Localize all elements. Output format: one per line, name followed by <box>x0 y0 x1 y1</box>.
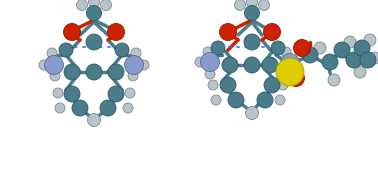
Circle shape <box>108 64 124 80</box>
Circle shape <box>59 43 73 57</box>
Circle shape <box>45 56 64 74</box>
Circle shape <box>275 95 285 105</box>
Circle shape <box>262 57 278 73</box>
Circle shape <box>86 64 102 80</box>
Circle shape <box>107 23 124 41</box>
Circle shape <box>334 42 350 58</box>
Circle shape <box>263 23 280 41</box>
Circle shape <box>276 58 304 86</box>
Circle shape <box>222 57 238 73</box>
Circle shape <box>364 34 376 46</box>
Circle shape <box>101 0 112 10</box>
Circle shape <box>245 106 259 120</box>
Circle shape <box>76 0 87 10</box>
Circle shape <box>293 39 310 57</box>
Circle shape <box>259 0 270 10</box>
Circle shape <box>264 77 280 93</box>
Circle shape <box>322 54 338 70</box>
Circle shape <box>281 47 291 57</box>
Circle shape <box>245 6 260 21</box>
Circle shape <box>86 34 102 50</box>
Circle shape <box>115 43 129 57</box>
Circle shape <box>302 47 318 63</box>
Circle shape <box>369 52 378 64</box>
Circle shape <box>244 57 260 73</box>
Circle shape <box>203 47 213 57</box>
Circle shape <box>234 0 245 10</box>
Circle shape <box>346 52 362 68</box>
Circle shape <box>228 92 244 108</box>
Circle shape <box>288 69 305 86</box>
Circle shape <box>200 53 220 72</box>
Circle shape <box>64 86 80 102</box>
Circle shape <box>131 48 141 58</box>
Circle shape <box>344 36 356 48</box>
Circle shape <box>55 103 65 113</box>
Circle shape <box>195 57 205 67</box>
Circle shape <box>211 95 221 105</box>
Circle shape <box>208 80 218 90</box>
Circle shape <box>64 64 80 80</box>
Circle shape <box>64 23 81 41</box>
Circle shape <box>246 0 257 7</box>
Circle shape <box>220 23 237 41</box>
Circle shape <box>87 113 101 126</box>
Circle shape <box>211 41 225 55</box>
Circle shape <box>280 53 299 73</box>
Circle shape <box>271 41 285 55</box>
Circle shape <box>354 66 366 78</box>
Circle shape <box>124 56 144 74</box>
Circle shape <box>128 71 138 81</box>
Circle shape <box>220 77 236 93</box>
Circle shape <box>139 60 149 70</box>
Circle shape <box>50 71 60 81</box>
Circle shape <box>244 34 260 50</box>
Circle shape <box>72 100 88 116</box>
Circle shape <box>354 40 370 56</box>
Circle shape <box>360 52 376 68</box>
Circle shape <box>205 69 215 79</box>
Circle shape <box>88 0 99 7</box>
Circle shape <box>47 48 57 58</box>
Circle shape <box>87 6 102 21</box>
Circle shape <box>314 42 326 54</box>
Circle shape <box>125 88 135 98</box>
Circle shape <box>123 103 133 113</box>
Circle shape <box>53 88 63 98</box>
Circle shape <box>257 92 273 108</box>
Circle shape <box>108 86 124 102</box>
Circle shape <box>328 74 340 86</box>
Circle shape <box>39 60 49 70</box>
Circle shape <box>278 80 288 90</box>
Circle shape <box>100 100 116 116</box>
